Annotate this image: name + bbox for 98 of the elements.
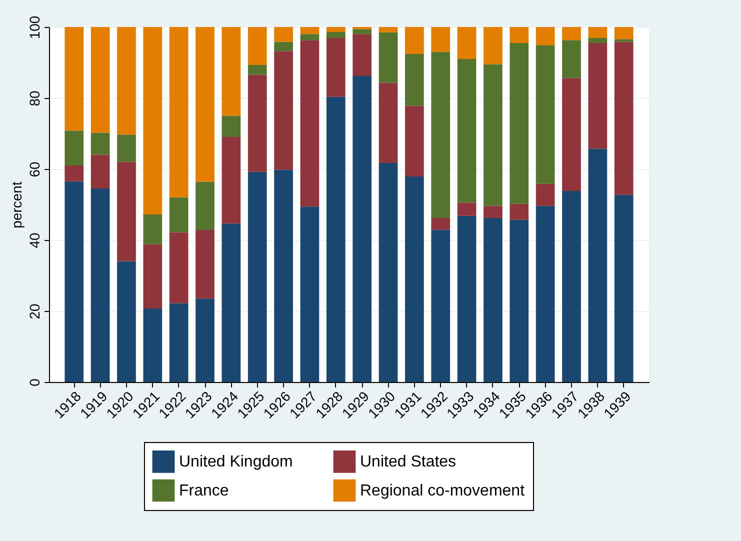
bar xyxy=(536,184,555,206)
bar xyxy=(352,29,372,34)
bar xyxy=(143,308,162,382)
bar xyxy=(588,148,608,382)
bar xyxy=(143,244,162,309)
bar xyxy=(378,27,398,32)
bar xyxy=(614,27,634,40)
y-tick-label: 60 xyxy=(26,162,42,178)
bar xyxy=(248,27,267,65)
bar xyxy=(117,261,136,382)
bar xyxy=(405,176,424,382)
bar xyxy=(378,162,398,382)
bar xyxy=(196,182,214,230)
bar xyxy=(431,218,450,230)
bar xyxy=(169,197,188,232)
bar xyxy=(457,216,476,382)
bar xyxy=(510,27,529,43)
bar xyxy=(326,38,346,97)
bar xyxy=(614,39,634,42)
bar xyxy=(196,230,214,299)
bar xyxy=(562,27,581,40)
bar xyxy=(536,27,555,46)
bar xyxy=(405,27,424,54)
bar xyxy=(248,74,267,172)
bar xyxy=(326,32,346,38)
bar xyxy=(484,206,502,218)
bar xyxy=(248,64,267,75)
y-tick-label: 100 xyxy=(26,16,42,40)
bar xyxy=(562,191,581,382)
bar xyxy=(274,27,293,42)
bar xyxy=(196,298,214,382)
bar xyxy=(614,194,634,382)
bar xyxy=(457,58,476,203)
bar xyxy=(222,137,241,224)
bar xyxy=(562,40,581,78)
bar xyxy=(64,130,84,166)
y-axis-title: percent xyxy=(8,182,24,228)
bar xyxy=(222,116,241,138)
bar xyxy=(222,27,241,116)
bar xyxy=(457,202,476,216)
legend-label: Regional co-movement xyxy=(360,482,526,500)
legend-label: United States xyxy=(360,454,456,471)
bar xyxy=(510,42,529,204)
bar xyxy=(300,34,320,40)
bar xyxy=(169,303,188,382)
bar xyxy=(431,27,450,52)
bar xyxy=(588,38,608,43)
bar xyxy=(90,132,110,155)
bar xyxy=(614,42,634,195)
bar xyxy=(117,162,136,262)
bar xyxy=(484,218,502,382)
bar xyxy=(588,27,608,38)
bar xyxy=(143,27,162,214)
bar xyxy=(300,206,320,382)
bar xyxy=(196,27,214,182)
bar xyxy=(352,34,372,76)
bar xyxy=(405,54,424,106)
y-tick-label: 20 xyxy=(26,304,42,320)
bar xyxy=(90,154,110,189)
bar xyxy=(300,40,320,207)
bar xyxy=(64,27,84,131)
bar xyxy=(64,181,84,382)
bar xyxy=(352,76,372,382)
y-tick-label: 80 xyxy=(26,90,42,106)
bar xyxy=(431,52,450,218)
bar xyxy=(64,165,84,182)
bar xyxy=(484,27,502,64)
bar xyxy=(510,204,529,220)
bar xyxy=(274,51,293,170)
bar xyxy=(300,27,320,34)
bar xyxy=(274,170,293,382)
bar xyxy=(169,232,188,304)
bar xyxy=(536,45,555,184)
bar xyxy=(431,230,450,382)
bar xyxy=(117,134,136,162)
bar xyxy=(588,42,608,149)
bar xyxy=(510,220,529,382)
y-tick-label: 40 xyxy=(26,232,42,248)
bar xyxy=(562,78,581,192)
bar xyxy=(248,172,267,382)
bar xyxy=(169,27,188,198)
bar xyxy=(90,188,110,382)
bar xyxy=(143,214,162,244)
bar xyxy=(405,106,424,176)
bar xyxy=(90,27,110,133)
legend-label: France xyxy=(179,482,229,500)
bar xyxy=(326,96,346,382)
bar xyxy=(222,224,241,382)
bar xyxy=(274,42,293,52)
bar xyxy=(326,27,346,32)
y-tick-label: 0 xyxy=(26,378,42,386)
legend-label: United Kingdom xyxy=(179,454,293,471)
bar xyxy=(457,27,476,59)
bar xyxy=(117,27,136,135)
bar xyxy=(484,64,502,206)
bar xyxy=(536,206,555,382)
bar xyxy=(378,82,398,163)
bar xyxy=(378,32,398,83)
